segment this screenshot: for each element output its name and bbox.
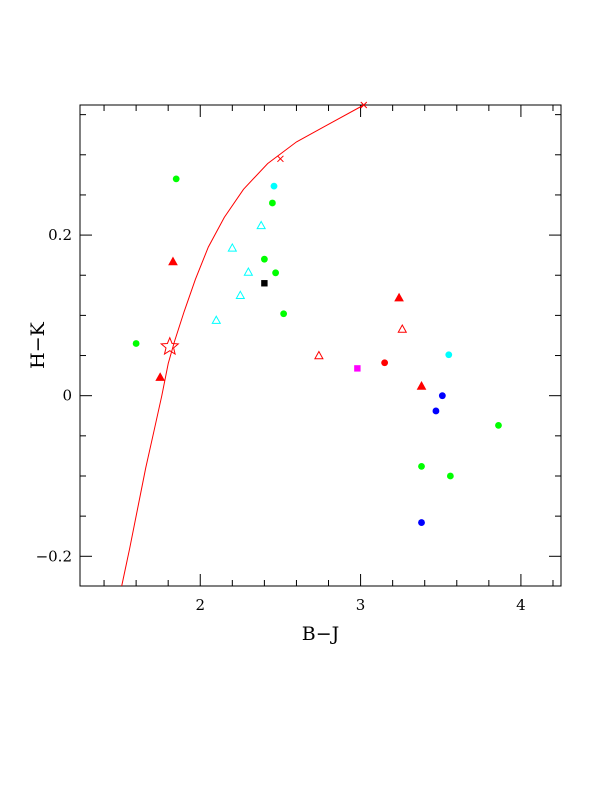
data-point-triangle — [256, 220, 267, 230]
data-point-triangle — [227, 242, 238, 252]
axis-ticks — [80, 105, 561, 586]
data-point-triangle — [314, 350, 324, 360]
plot-frame — [79, 104, 562, 587]
data-point-triangle — [243, 266, 254, 276]
data-point-circle — [272, 269, 280, 277]
curve-line — [121, 104, 365, 587]
x-tick-label: 2 — [195, 596, 205, 614]
y-tick-label: 0 — [62, 387, 72, 405]
data-point-circle — [132, 340, 140, 347]
data-point-circle — [280, 310, 288, 318]
data-point-circle — [418, 462, 425, 470]
data-points — [132, 175, 502, 526]
curve-cross-marker — [360, 101, 368, 109]
x-axis-label: B−J — [302, 623, 340, 645]
data-point-triangle — [416, 381, 427, 390]
data-point-circle — [260, 255, 268, 263]
data-point-square — [354, 365, 361, 372]
data-point-triangle — [155, 372, 166, 381]
data-point-circle — [495, 421, 502, 429]
data-point-triangle — [394, 292, 404, 302]
data-point-circle — [381, 359, 389, 367]
cross-stroke — [360, 101, 368, 109]
model-curve — [121, 101, 368, 587]
data-point-square — [261, 280, 268, 287]
data-point-circle — [270, 182, 278, 190]
curve-cross-marker — [277, 155, 284, 163]
y-tick-label: 0.2 — [48, 226, 72, 244]
data-point-circle — [438, 392, 446, 400]
data-point-star — [159, 336, 180, 356]
x-tick-label: 4 — [516, 596, 526, 614]
data-point-circle — [446, 472, 454, 480]
y-tick-label: −0.2 — [36, 547, 72, 565]
y-axis-label: H−K — [27, 321, 49, 368]
data-point-triangle — [168, 256, 178, 266]
tick-labels: 2 3 4 −0.2 0 0.2 — [36, 226, 526, 614]
x-tick-label: 3 — [356, 596, 366, 614]
data-point-circle — [269, 199, 276, 207]
data-point-circle — [432, 407, 440, 415]
data-point-triangle — [397, 324, 408, 333]
data-point-circle — [418, 519, 425, 526]
data-point-circle — [445, 351, 453, 359]
data-point-triangle — [211, 315, 222, 324]
cross-stroke — [277, 155, 284, 163]
data-point-circle — [172, 175, 180, 183]
data-point-triangle — [235, 290, 246, 300]
